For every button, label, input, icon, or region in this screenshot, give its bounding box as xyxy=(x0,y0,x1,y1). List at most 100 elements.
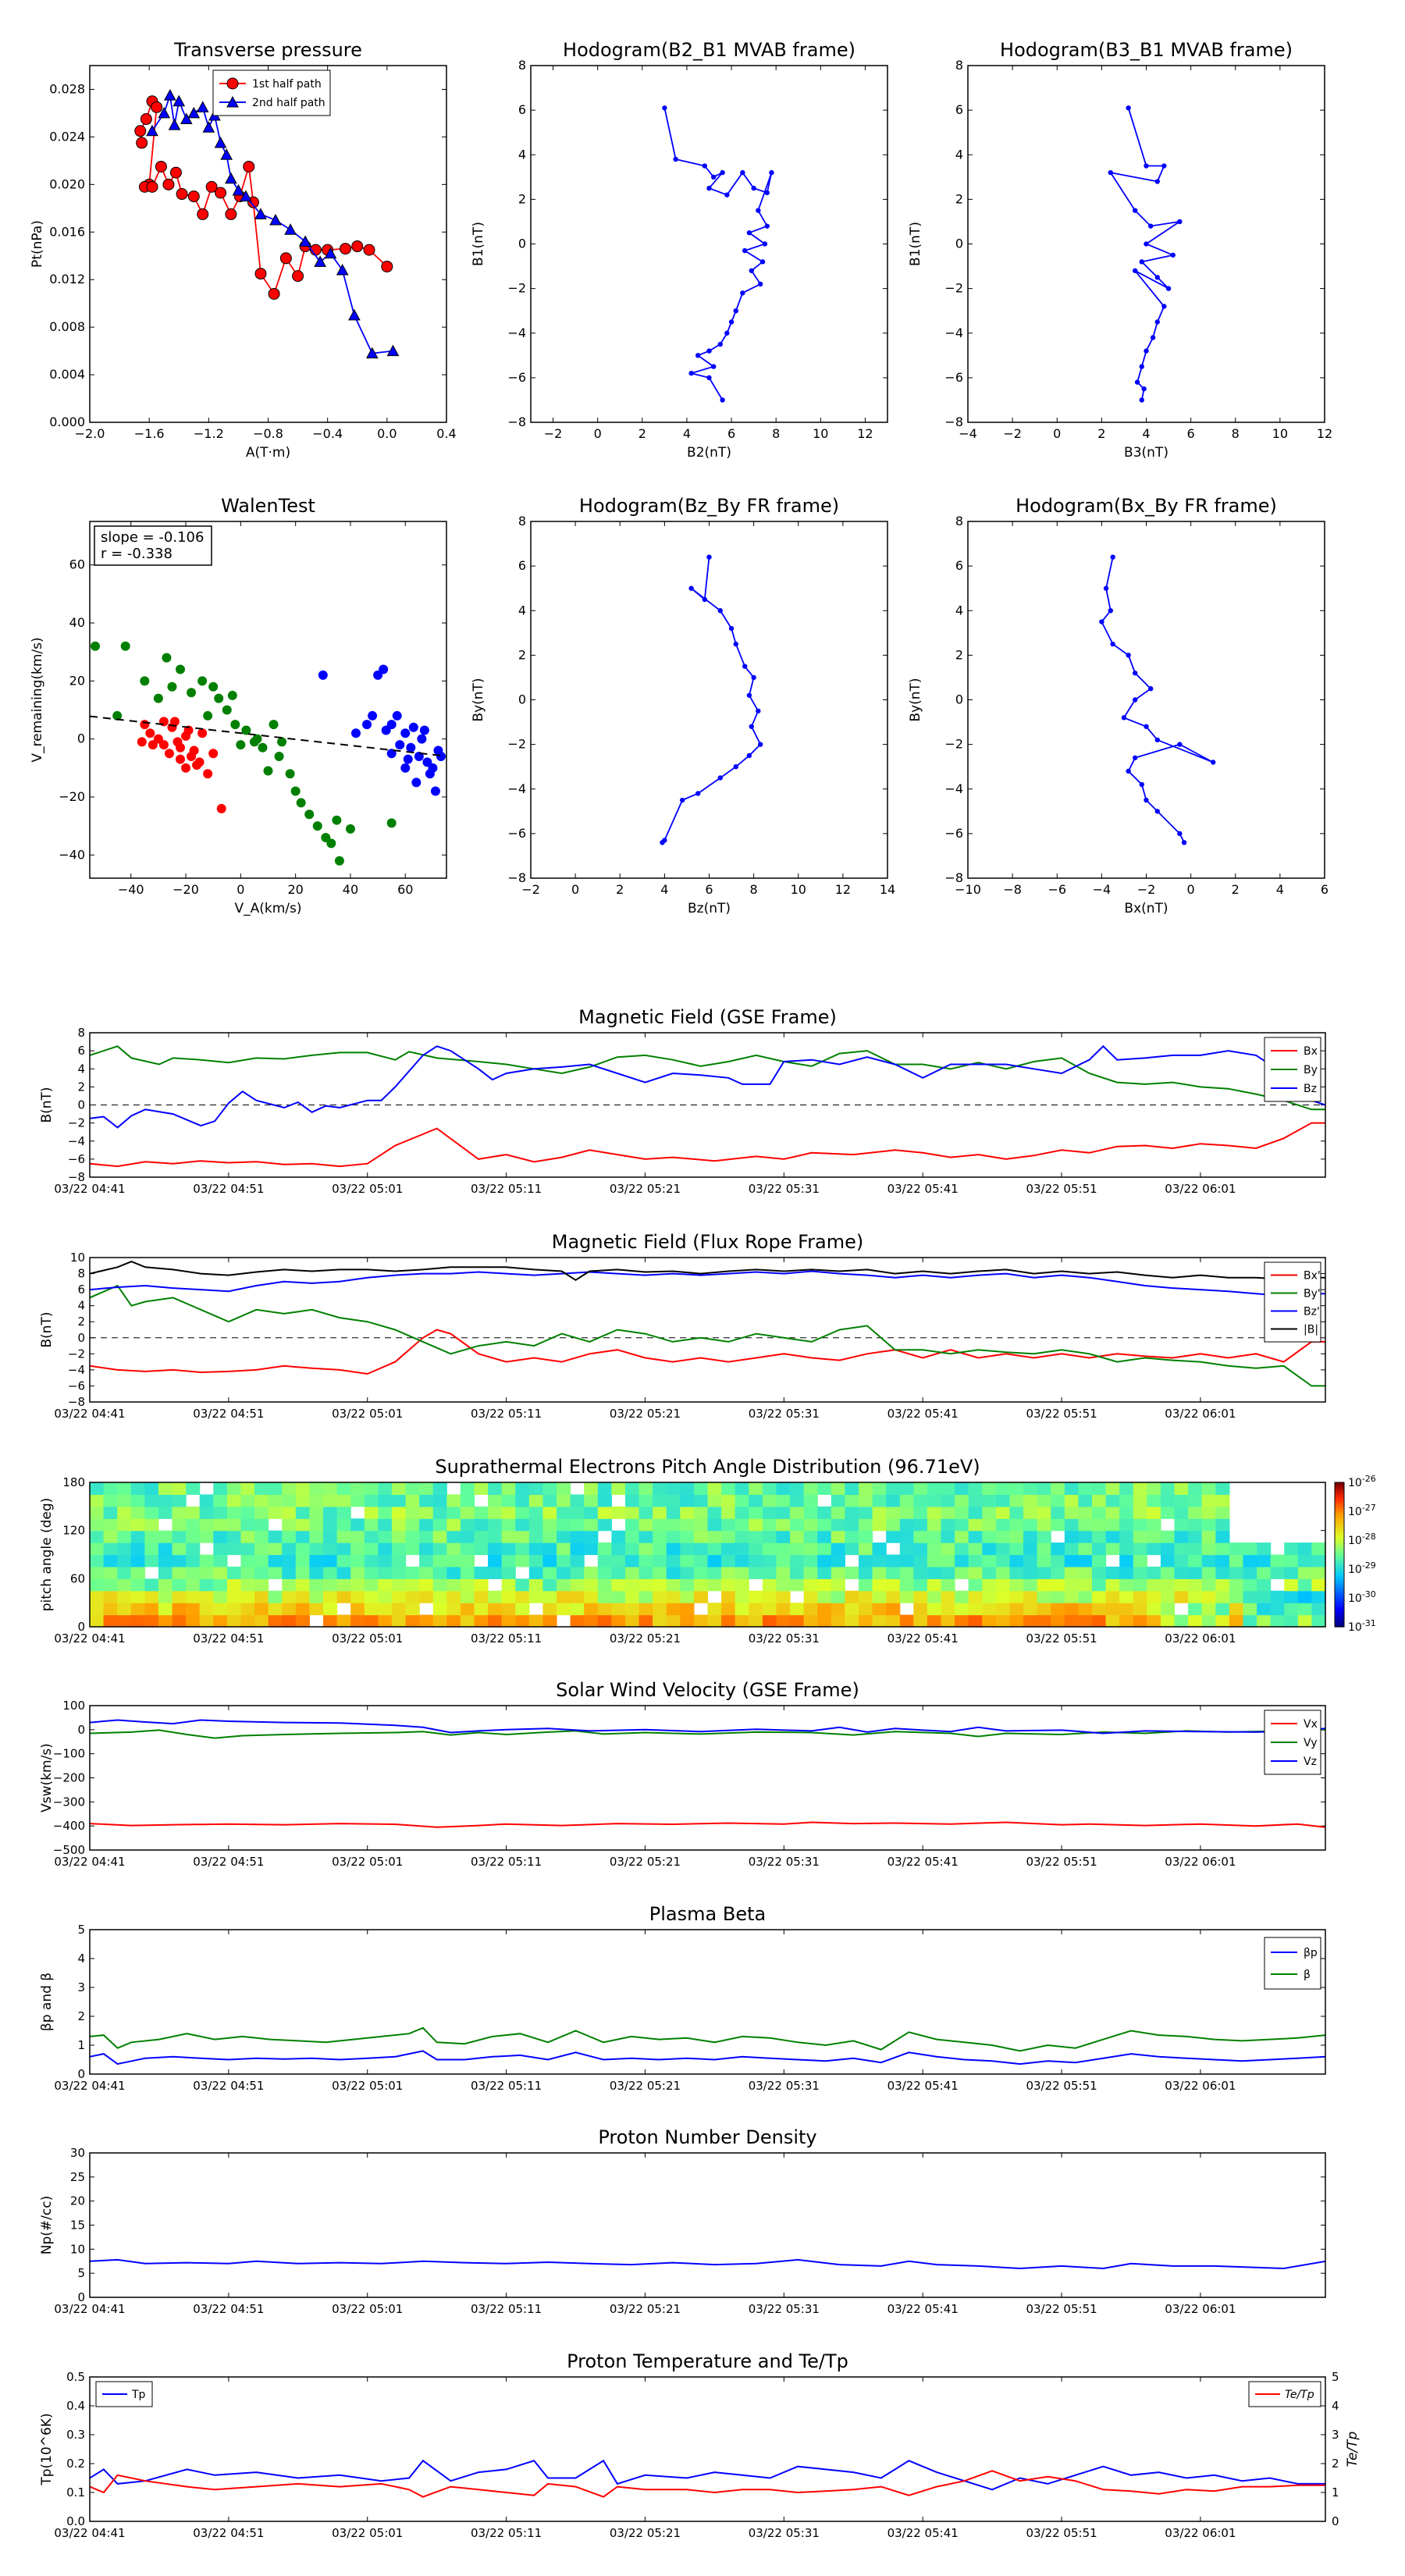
heatmap-cell xyxy=(1147,1590,1161,1603)
data-point xyxy=(136,137,148,149)
x-tick-label: 8 xyxy=(772,426,780,441)
heatmap-cell xyxy=(1147,1494,1161,1507)
heatmap-cell xyxy=(707,1566,722,1579)
heatmap-cell xyxy=(803,1614,818,1628)
heatmap-cell xyxy=(199,1590,214,1603)
heatmap-cell xyxy=(721,1614,736,1628)
heatmap-cell xyxy=(803,1578,818,1592)
x-tick-label: 03/22 05:31 xyxy=(749,1855,820,1869)
heatmap-cell xyxy=(803,1494,818,1507)
x-tick-label: 03/22 04:41 xyxy=(54,1855,125,1869)
x-tick-label: 10 xyxy=(791,882,806,897)
chart-title: Hodogram(B2_B1 MVAB frame) xyxy=(563,39,855,61)
heatmap-cell xyxy=(446,1494,461,1507)
y-tick-label: 0.5 xyxy=(66,2370,85,2384)
x-tick-label: 03/22 05:21 xyxy=(610,1182,681,1196)
data-point xyxy=(757,742,763,747)
data-point xyxy=(225,208,237,220)
heatmap-cell xyxy=(1201,1518,1216,1532)
heatmap-cell xyxy=(570,1578,585,1592)
series-line-s0 xyxy=(663,108,773,400)
heatmap-cell xyxy=(309,1603,324,1616)
heatmap-cell xyxy=(295,1614,311,1628)
x-tick-label: 12 xyxy=(835,882,851,897)
heatmap-cell xyxy=(378,1554,393,1567)
y-tick-label: 8 xyxy=(77,1267,85,1281)
y-axis-label: B1(nT) xyxy=(908,222,923,266)
heatmap-cell xyxy=(1188,1542,1203,1556)
heatmap-cell xyxy=(1009,1554,1024,1567)
heatmap-cell xyxy=(378,1530,393,1543)
heatmap-cell xyxy=(268,1614,283,1628)
heatmap-cell xyxy=(405,1518,420,1532)
legend-box xyxy=(1264,1937,1321,1990)
x-tick-label: 2 xyxy=(638,426,646,441)
heatmap-cell xyxy=(391,1590,407,1603)
heatmap-cell xyxy=(1009,1506,1024,1519)
heatmap-cell xyxy=(913,1590,928,1603)
heatmap-cell xyxy=(886,1590,901,1603)
chart-title: Hodogram(B3_B1 MVAB frame) xyxy=(1000,39,1293,61)
scatter-point xyxy=(263,766,273,776)
heatmap-cell xyxy=(226,1614,242,1628)
colorbar-segment xyxy=(1335,1603,1344,1606)
heatmap-cell xyxy=(790,1578,805,1592)
heatmap-cell xyxy=(391,1566,407,1579)
heatmap-cell xyxy=(790,1542,805,1556)
heatmap-cell xyxy=(488,1482,503,1496)
heatmap-cell xyxy=(199,1530,214,1543)
heatmap-cell xyxy=(446,1506,461,1519)
heatmap-cell xyxy=(323,1518,338,1532)
data-point xyxy=(158,106,171,119)
heatmap-cell xyxy=(1064,1566,1079,1579)
scatter-point xyxy=(173,737,183,747)
heatmap-cell xyxy=(1023,1542,1038,1556)
colorbar-base: 10 xyxy=(1348,1564,1362,1576)
plot-frame xyxy=(89,521,447,879)
x-tick-label: 03/22 05:51 xyxy=(1026,2079,1097,2093)
heatmap-cell xyxy=(624,1614,640,1628)
heatmap-cell xyxy=(432,1590,447,1603)
y-tick-label: 2 xyxy=(518,191,526,206)
heatmap-cell xyxy=(899,1518,914,1532)
heatmap-cell xyxy=(913,1506,928,1519)
plot-area xyxy=(660,554,763,845)
colorbar-segment xyxy=(1335,1614,1344,1618)
heatmap-cell xyxy=(968,1554,983,1567)
chart-hxy: Hodogram(Bx_By FR frame)−10 −8 −6 −4 −2 0 2 4 6−… xyxy=(908,495,1329,916)
heatmap-cell xyxy=(1243,1554,1257,1567)
heatmap-cell xyxy=(776,1518,791,1532)
heatmap-cell xyxy=(653,1590,667,1603)
plot-frame xyxy=(89,1929,1326,2075)
heatmap-cell xyxy=(1078,1603,1093,1616)
scatter-point xyxy=(158,740,169,750)
colorbar-base: 10 xyxy=(1348,1621,1362,1634)
colorbar-tick-label: 10-26 xyxy=(1348,1474,1376,1489)
heatmap-cell xyxy=(90,1603,105,1616)
heatmap-cell xyxy=(1160,1590,1176,1603)
heatmap-cell xyxy=(776,1614,791,1628)
y-tick-label: 0.0 xyxy=(66,2514,85,2528)
y-axis-label: pitch angle (deg) xyxy=(39,1498,55,1612)
heatmap-cell xyxy=(226,1590,242,1603)
heatmap-cell xyxy=(405,1614,420,1628)
heatmap-cell xyxy=(501,1494,516,1507)
heatmap-cell xyxy=(845,1482,859,1496)
heatmap-cell xyxy=(1037,1530,1051,1543)
heatmap-cell xyxy=(1188,1566,1203,1579)
heatmap-cell xyxy=(1119,1566,1134,1579)
x-tick-label: 12 xyxy=(857,426,873,441)
heatmap-cell xyxy=(172,1494,187,1507)
heatmap-cell xyxy=(405,1482,420,1496)
heatmap-cell xyxy=(378,1590,393,1603)
heatmap-cell xyxy=(1215,1530,1230,1543)
heatmap-cell xyxy=(1201,1566,1216,1579)
heatmap-cell xyxy=(570,1506,585,1519)
heatmap-cell xyxy=(282,1494,297,1507)
data-point xyxy=(240,190,252,202)
heatmap-cell xyxy=(144,1530,159,1543)
data-point xyxy=(1139,259,1144,265)
plot-area xyxy=(90,2026,1325,2065)
colorbar-segment xyxy=(1335,1482,1344,1485)
